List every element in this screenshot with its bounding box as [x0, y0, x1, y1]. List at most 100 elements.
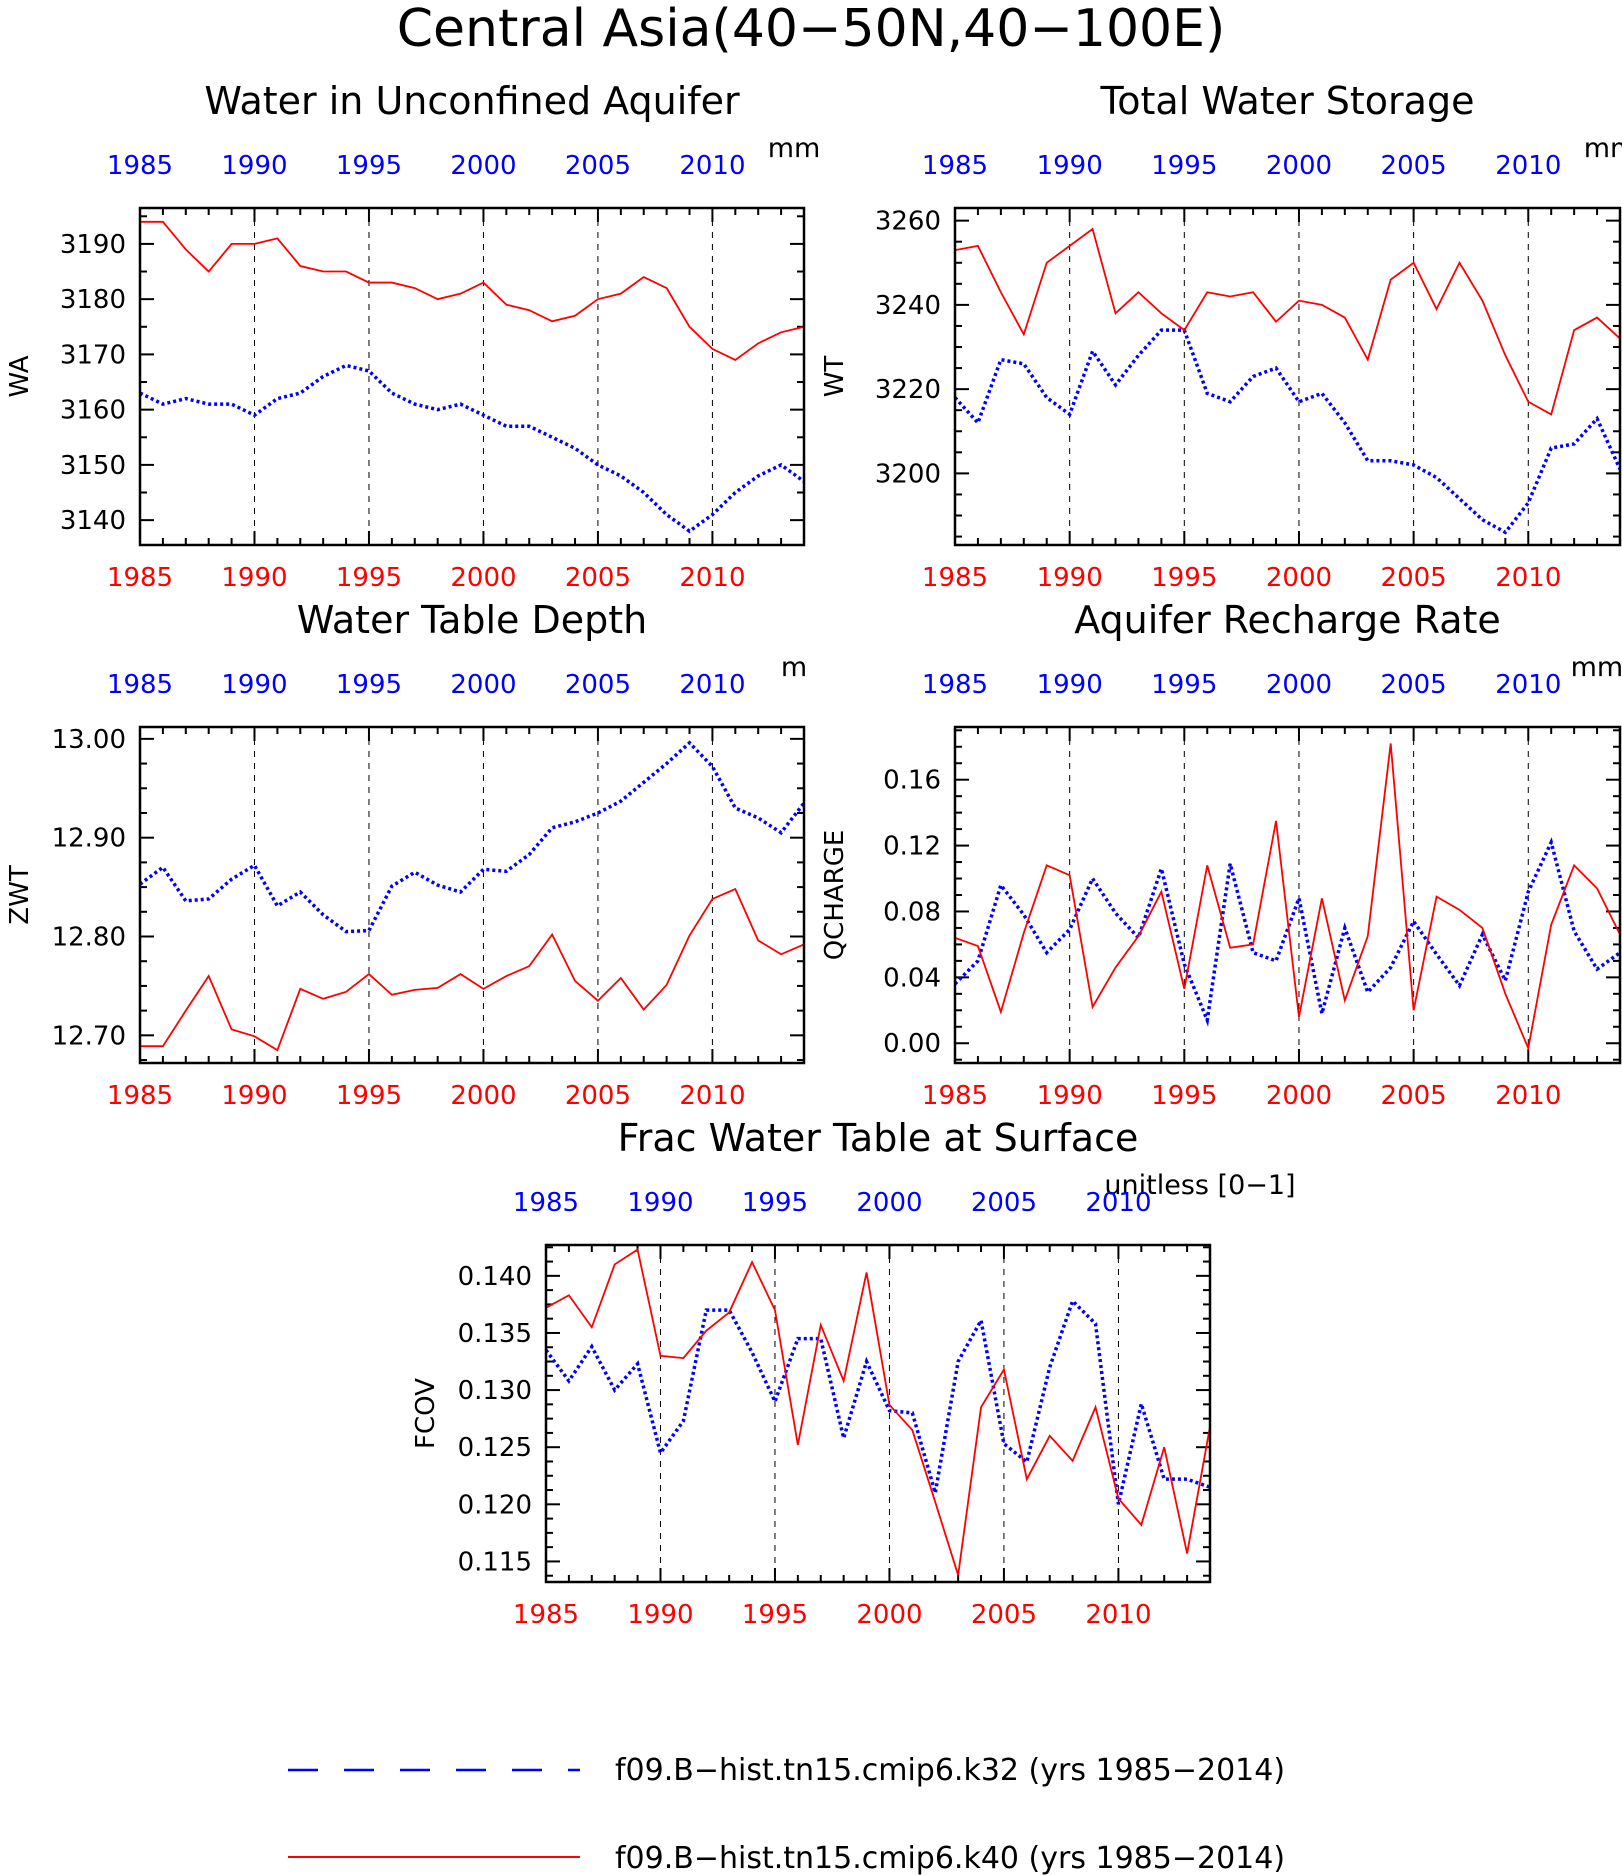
legend-label-k40: f09.B−hist.tn15.cmip6.k40 (yrs 1985−2014…	[615, 1841, 1285, 1875]
x-tick-label-bottom: 2005	[1381, 1081, 1447, 1111]
panel-title: Water in Unconfined Aquifer	[204, 79, 740, 123]
y-tick-label: 0.12	[883, 832, 941, 862]
y-tick-label: 3160	[60, 396, 126, 426]
x-tick-label-top: 2005	[565, 151, 631, 181]
y-tick-label: 0.04	[883, 963, 941, 993]
x-tick-label-top: 1990	[221, 151, 287, 181]
x-tick-label-bottom: 2005	[971, 1600, 1037, 1630]
legend: f09.B−hist.tn15.cmip6.k32 (yrs 1985−2014…	[288, 1753, 1285, 1875]
x-tick-label-top: 1985	[107, 151, 173, 181]
x-tick-label-bottom: 1985	[107, 1081, 173, 1111]
x-tick-label-bottom: 1990	[1037, 1081, 1103, 1111]
y-tick-label: 3170	[60, 340, 126, 370]
x-tick-label-bottom: 2010	[679, 563, 745, 593]
series-line-k40	[140, 220, 804, 361]
x-tick-label-top: 2005	[1381, 670, 1447, 700]
series-line-k40	[546, 1248, 1210, 1576]
y-tick-label: 0.130	[458, 1376, 532, 1406]
x-tick-label-bottom: 2000	[856, 1600, 922, 1630]
x-tick-label-bottom: 1990	[221, 1081, 287, 1111]
x-tick-label-top: 2005	[565, 670, 631, 700]
series-line-k32	[546, 1297, 1210, 1505]
y-tick-label: 0.16	[883, 766, 941, 796]
y-tick-label: 0.00	[883, 1029, 941, 1059]
plot-frame	[138, 725, 806, 1065]
x-tick-label-top: 1995	[1151, 670, 1217, 700]
x-tick-label-bottom: 2010	[1495, 563, 1561, 593]
x-tick-label-top: 1985	[922, 670, 988, 700]
panel-1: Water in Unconfined Aquifer mm WA 1985 1985 1…	[5, 79, 820, 593]
x-tick-label-bottom: 2000	[450, 563, 516, 593]
y-tick-label: 12.90	[52, 824, 126, 854]
x-tick-label-bottom: 2000	[1266, 563, 1332, 593]
panel-title: Total Water Storage	[1100, 79, 1475, 123]
x-tick-label-top: 2010	[1495, 151, 1561, 181]
panels: Water in Unconfined Aquifer mm WA 1985 1985 1…	[5, 79, 1622, 1630]
x-tick-label-top: 2005	[1381, 151, 1447, 181]
x-tick-label-top: 2000	[1266, 151, 1332, 181]
units-label: m	[781, 652, 807, 683]
y-tick-label: 0.125	[458, 1433, 532, 1463]
y-tick-label: 0.140	[458, 1262, 532, 1292]
y-tick-label: 3150	[60, 451, 126, 481]
plot-frame	[953, 725, 1622, 1065]
x-tick-label-top: 1990	[1037, 670, 1103, 700]
x-tick-label-top: 2000	[1266, 670, 1332, 700]
y-tick-label: 3240	[875, 291, 941, 321]
units-label: mm/d	[1571, 652, 1622, 683]
units-label: mm	[1584, 133, 1622, 164]
x-tick-label-top: 1985	[922, 151, 988, 181]
y-tick-label: 3190	[60, 230, 126, 260]
x-tick-label-bottom: 2005	[1381, 563, 1447, 593]
y-axis-label: WT	[820, 356, 850, 398]
series-line-k32	[140, 740, 804, 934]
panel-5: Frac Water Table at Surface unitless [0−1…	[411, 1116, 1296, 1630]
x-tick-label-bottom: 1995	[1151, 563, 1217, 593]
plot-frame	[544, 1243, 1212, 1584]
series-line-k32	[955, 837, 1620, 1027]
panel-4: Aquifer Recharge Rate mm/d QCHARGE 1985 1985…	[820, 598, 1622, 1111]
panel-3: Water Table Depth m ZWT 1985 1985 1990 1990 199…	[5, 598, 807, 1111]
y-axis-label: QCHARGE	[820, 830, 850, 961]
x-tick-label-top: 2000	[450, 670, 516, 700]
x-tick-label-bottom: 1985	[922, 1081, 988, 1111]
series-line-k32	[955, 328, 1620, 535]
x-tick-label-top: 2010	[679, 151, 745, 181]
x-tick-label-top: 1990	[627, 1188, 693, 1218]
y-axis-label: ZWT	[5, 865, 35, 925]
x-tick-label-bottom: 1995	[336, 1081, 402, 1111]
x-tick-label-bottom: 1995	[1151, 1081, 1217, 1111]
x-tick-label-bottom: 1995	[336, 563, 402, 593]
x-tick-label-bottom: 2010	[679, 1081, 745, 1111]
x-tick-label-top: 2010	[1085, 1188, 1151, 1218]
x-tick-label-bottom: 2010	[1085, 1600, 1151, 1630]
panel-title: Frac Water Table at Surface	[618, 1116, 1139, 1160]
x-tick-label-top: 2000	[856, 1188, 922, 1218]
y-tick-label: 12.70	[52, 1021, 126, 1051]
panel-title: Water Table Depth	[297, 598, 648, 642]
x-tick-label-top: 2010	[679, 670, 745, 700]
y-tick-label: 0.08	[883, 897, 941, 927]
x-tick-label-bottom: 2000	[1266, 1081, 1332, 1111]
plot-frame	[138, 206, 806, 547]
x-tick-label-bottom: 2005	[565, 1081, 631, 1111]
x-tick-label-bottom: 1985	[513, 1600, 579, 1630]
series-line-k32	[140, 363, 804, 534]
x-tick-label-bottom: 1985	[107, 563, 173, 593]
panel-title: Aquifer Recharge Rate	[1074, 598, 1501, 642]
x-tick-label-bottom: 1995	[742, 1600, 808, 1630]
x-tick-label-top: 2005	[971, 1188, 1037, 1218]
y-tick-label: 0.135	[458, 1319, 532, 1349]
series-line-k40	[140, 887, 804, 1052]
y-tick-label: 13.00	[52, 725, 126, 755]
y-tick-label: 3140	[60, 506, 126, 536]
x-tick-label-bottom: 1990	[1037, 563, 1103, 593]
y-tick-label: 3200	[875, 459, 941, 489]
y-tick-label: 12.80	[52, 923, 126, 953]
figure-title: Central Asia(40−50N,40−100E)	[397, 0, 1226, 59]
panel-2: Total Water Storage mm WT 1985 1985 1990 1990 1…	[820, 79, 1622, 593]
units-label: mm	[768, 133, 821, 164]
y-tick-label: 3180	[60, 285, 126, 315]
x-tick-label-top: 1995	[1151, 151, 1217, 181]
